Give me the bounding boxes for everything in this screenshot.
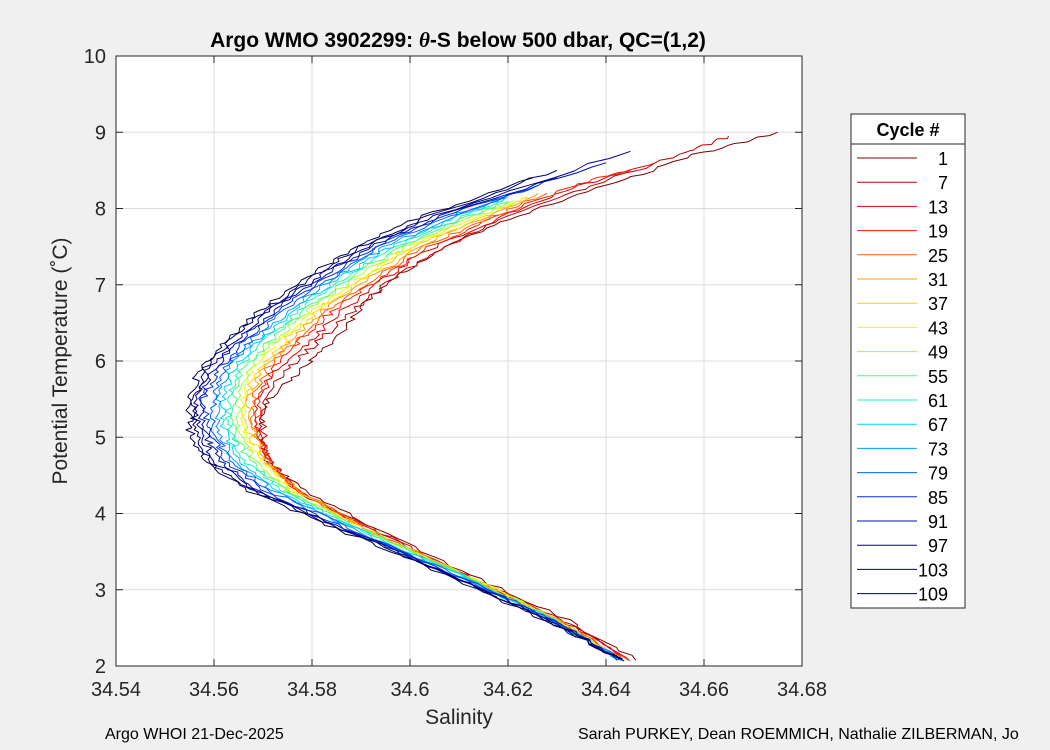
series-line-cycle-67 (219, 196, 623, 662)
x-tick-label: 34.66 (679, 679, 729, 701)
legend-label-13: 13 (928, 197, 948, 217)
x-tick-label: 34.58 (287, 679, 337, 701)
legend-label-67: 67 (928, 415, 948, 435)
legend-label-91: 91 (928, 512, 948, 532)
legend-label-37: 37 (928, 294, 948, 314)
legend-label-49: 49 (928, 343, 948, 363)
series-line-cycle-43 (240, 200, 621, 660)
y-tick-label: 6 (95, 351, 106, 373)
y-tick-labels: 2 3 4 5 6 7 8 9 10 (84, 46, 106, 678)
legend-label-73: 73 (928, 439, 948, 459)
x-tick-label: 34.68 (777, 679, 827, 701)
y-tick-label: 7 (95, 275, 106, 297)
footer-authors: Sarah PURKEY, Dean ROEMMICH, Nathalie ZI… (578, 726, 1019, 743)
legend-label-55: 55 (928, 367, 948, 387)
legend-label-25: 25 (928, 246, 948, 266)
chart-title: Argo WMO 3902299: θ-S below 500 dbar, QC… (210, 28, 706, 52)
series-line-cycle-61 (224, 200, 625, 661)
legend-label-79: 79 (928, 464, 948, 484)
series-line-cycle-109 (185, 177, 622, 660)
y-tick-label: 10 (84, 46, 106, 68)
y-tick-label: 5 (95, 427, 106, 449)
series-lines (185, 131, 778, 662)
y-tick-label: 9 (95, 122, 106, 144)
legend-label-61: 61 (928, 391, 948, 411)
x-tick-labels: 34.54 34.56 34.58 34.6 34.62 34.64 34.66 34.68 (91, 679, 827, 701)
y-axis-label: Potential Temperature (˚C) (49, 237, 72, 484)
series-line-cycle-85 (200, 177, 620, 661)
legend-label-1: 1 (938, 149, 948, 169)
y-tick-label: 4 (95, 504, 106, 526)
y-tick-label: 3 (95, 580, 106, 602)
y-tick-label: 2 (95, 656, 106, 678)
legend-label-43: 43 (928, 318, 948, 338)
axis-ticks (115, 55, 803, 667)
series-line-cycle-55 (230, 200, 618, 660)
legend-label-31: 31 (928, 270, 948, 290)
series-line-cycle-91 (198, 162, 618, 661)
x-tick-label: 34.64 (581, 679, 631, 701)
x-tick-label: 34.6 (391, 679, 430, 701)
series-line-cycle-25 (250, 192, 629, 661)
legend-label-109: 109 (918, 585, 948, 605)
series-line-cycle-97 (193, 150, 631, 662)
legend-label-85: 85 (928, 488, 948, 508)
legend-label-97: 97 (928, 536, 948, 556)
legend-title: Cycle # (876, 120, 939, 140)
legend-label-103: 103 (918, 560, 948, 580)
y-tick-label: 8 (95, 199, 106, 221)
legend-label-19: 19 (928, 222, 948, 242)
x-axis-label: Salinity (425, 706, 493, 729)
legend-label-7: 7 (938, 173, 948, 193)
legend: Cycle # 1 7 13 19 25 31 37 43 49 55 61 67 73 79 85 91 97… (850, 113, 966, 609)
x-tick-label: 34.54 (91, 679, 141, 701)
series-line-cycle-7 (258, 135, 729, 662)
x-tick-label: 34.56 (189, 679, 239, 701)
series-line-cycle-1 (256, 131, 778, 661)
legend-items: 1 7 13 19 25 31 37 43 49 55 61 67 73 79 85 91 97 103 109 (857, 149, 948, 605)
x-tick-label: 34.62 (483, 679, 533, 701)
legend-box (850, 113, 966, 609)
footer-credit-date: Argo WHOI 21-Dec-2025 (105, 726, 284, 743)
